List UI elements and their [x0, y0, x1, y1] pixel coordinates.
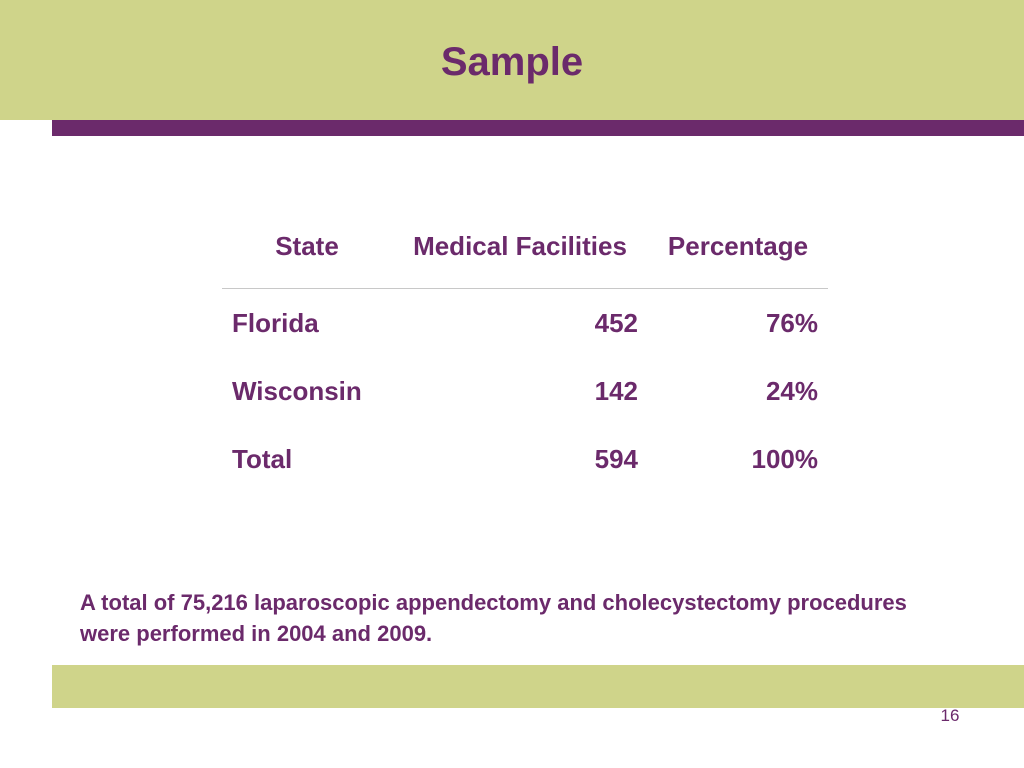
- table-row-total: Total 594 100%: [222, 425, 828, 493]
- table-row: Florida 452 76%: [222, 289, 828, 358]
- cell-state: Wisconsin: [232, 375, 362, 406]
- cell-facilities: 142: [594, 375, 638, 406]
- cell-percentage: 100%: [751, 443, 819, 474]
- slide-title: Sample: [440, 40, 584, 84]
- column-header-state: State: [222, 218, 392, 289]
- column-header-medical-facilities: Medical Facilities: [392, 218, 648, 289]
- accent-bar: [52, 120, 1024, 136]
- cell-percentage: 76%: [765, 307, 818, 338]
- cell-facilities: 452: [594, 307, 638, 338]
- table-row: Wisconsin 142 24%: [222, 357, 828, 425]
- footer-band: [52, 665, 1024, 708]
- facilities-table: State Medical Facilities Percentage Flor…: [222, 218, 828, 493]
- page-number: 16: [940, 706, 960, 725]
- cell-state: Total: [232, 443, 293, 474]
- table-header-row: State Medical Facilities Percentage: [222, 218, 828, 289]
- header-band: [0, 0, 1024, 120]
- cell-state: Florida: [232, 307, 319, 338]
- cell-facilities: 594: [594, 443, 638, 474]
- cell-percentage: 24%: [765, 375, 818, 406]
- summary-note: A total of 75,216 laparoscopic appendect…: [80, 590, 907, 646]
- column-header-percentage: Percentage: [648, 218, 828, 289]
